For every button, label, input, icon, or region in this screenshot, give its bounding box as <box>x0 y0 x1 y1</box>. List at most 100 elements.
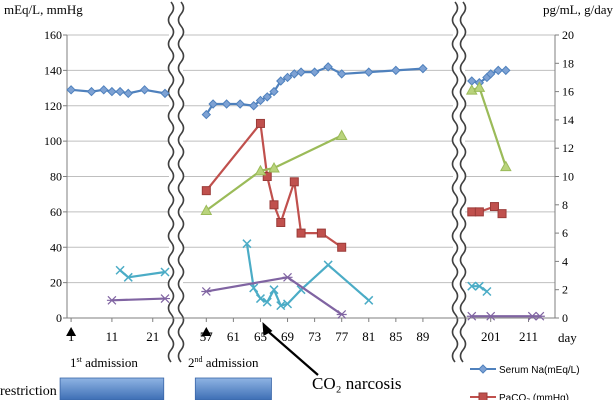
right-tick-label: 6 <box>562 226 568 240</box>
data-point <box>86 86 97 97</box>
legend-swatch-marker <box>478 392 488 400</box>
data-point <box>282 272 293 282</box>
data-point <box>534 311 545 321</box>
second-admission-text: admission <box>203 355 259 370</box>
axis-break-gap <box>453 0 465 360</box>
data-point <box>485 69 496 79</box>
co2-narcosis-arrowhead <box>262 322 273 336</box>
data-point <box>255 95 266 106</box>
second-admission-ordinal: nd <box>195 355 203 364</box>
series <box>66 62 545 321</box>
data-point <box>269 200 279 210</box>
left-tick-label: 100 <box>44 134 62 148</box>
right-tick-label: 8 <box>562 198 568 212</box>
data-point <box>296 228 306 238</box>
data-point <box>282 72 293 83</box>
first-admission-text: admission <box>82 355 138 370</box>
data-point <box>249 283 259 293</box>
first-admission-ordinal: st <box>77 355 83 364</box>
axis-break-line <box>451 1 459 363</box>
left-axis-label: mEq/L, mmHg <box>4 2 83 17</box>
data-point <box>364 67 374 77</box>
first-admission-marker <box>66 327 77 336</box>
x-tick-label: 69 <box>281 329 294 344</box>
data-point <box>309 67 320 77</box>
x-tick-label: 211 <box>519 329 538 344</box>
right-tick-label: 10 <box>562 170 574 184</box>
data-point <box>115 265 125 275</box>
data-point <box>364 295 374 305</box>
axis-break-line <box>177 1 185 363</box>
data-point <box>201 287 212 296</box>
data-point <box>276 217 286 227</box>
data-point <box>221 99 232 109</box>
data-point <box>323 260 333 270</box>
data-point <box>474 207 484 217</box>
data-point <box>499 160 512 172</box>
x-tick-label: 61 <box>227 329 240 344</box>
data-point <box>208 99 218 109</box>
data-point <box>283 299 293 309</box>
right-tick-label: 20 <box>562 28 574 42</box>
data-point <box>296 285 306 295</box>
data-point <box>115 86 125 97</box>
data-point <box>242 239 252 249</box>
data-point <box>335 129 348 140</box>
data-point <box>467 76 477 86</box>
data-point <box>262 297 272 307</box>
data-point <box>106 295 117 305</box>
data-point <box>160 88 170 99</box>
first-admission-label: 1st admission <box>70 355 138 370</box>
legend-label: PaCO₂ (mmHg) <box>499 393 569 400</box>
data-point <box>262 172 272 181</box>
legend-swatch-marker <box>478 364 488 374</box>
data-point <box>276 76 286 86</box>
left-tick-label: 60 <box>50 205 62 219</box>
x-tick-label: 1 <box>68 329 75 344</box>
data-point <box>316 228 326 238</box>
series-2 <box>200 81 512 215</box>
data-point <box>66 85 76 95</box>
series-3 <box>115 239 492 311</box>
series-line <box>245 243 370 307</box>
legend-label: Serum Na(mEq/L) <box>499 365 580 376</box>
second-admission-number: 2 <box>188 355 195 370</box>
restriction-label: restriction <box>0 384 57 399</box>
second-admission-label: 2nd admission <box>188 355 259 370</box>
data-point <box>160 267 170 277</box>
data-point <box>269 86 279 97</box>
x-tick-label: 11 <box>106 329 119 344</box>
axes: mEq/L, mmHg pg/mL, g/day day <box>4 2 613 345</box>
data-point <box>296 67 306 77</box>
data-point <box>489 202 499 212</box>
left-tick-label: 160 <box>44 28 62 42</box>
annotations: 1st admission 2nd admission CO₂ narcosis… <box>0 322 402 400</box>
axis-break-line <box>459 1 467 363</box>
data-point <box>474 281 484 291</box>
data-point <box>269 285 279 295</box>
left-tick-label: 80 <box>50 170 62 184</box>
data-point <box>493 65 503 76</box>
series-4 <box>106 272 545 321</box>
x-tick-label: 21 <box>146 329 159 344</box>
right-tick-label: 16 <box>562 85 574 99</box>
data-point <box>336 310 347 319</box>
gridlines <box>67 34 555 284</box>
left-tick-label: 120 <box>44 99 62 113</box>
legend: Serum Na(mEq/L) PaCO₂ (mmHg) <box>470 364 580 400</box>
data-point <box>200 204 213 215</box>
co2-narcosis-label: CO₂ narcosis <box>312 374 402 393</box>
series-0 <box>66 62 511 120</box>
second-admission-marker <box>201 327 212 336</box>
left-tick-label: 40 <box>50 240 62 254</box>
data-point <box>201 109 212 120</box>
x-tick-label: 89 <box>416 329 429 344</box>
x-tick-label: 85 <box>389 329 402 344</box>
data-point <box>467 281 477 291</box>
data-point <box>289 177 299 187</box>
data-point <box>268 161 280 173</box>
data-point <box>123 88 133 99</box>
restriction-bar <box>194 377 272 400</box>
